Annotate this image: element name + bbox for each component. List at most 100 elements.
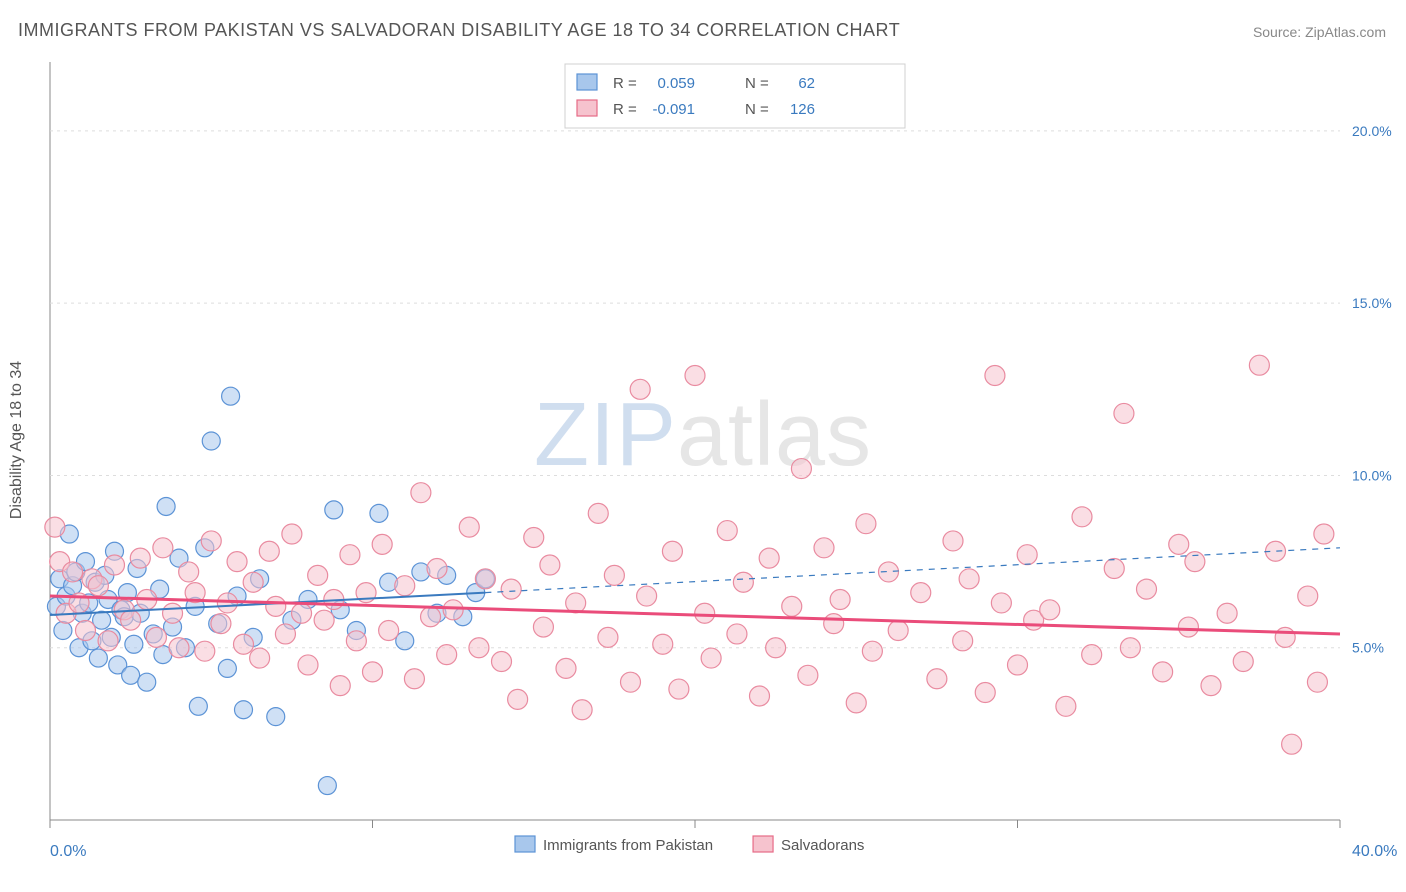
data-point [427,558,447,578]
data-point [153,538,173,558]
data-point [1153,662,1173,682]
data-point [1314,524,1334,544]
data-point [411,483,431,503]
data-point [766,638,786,658]
data-point [985,366,1005,386]
chart-container: IMMIGRANTS FROM PAKISTAN VS SALVADORAN D… [0,0,1406,892]
data-point [501,579,521,599]
data-point [953,631,973,651]
legend-swatch [515,836,535,852]
data-point [1008,655,1028,675]
data-point [421,607,441,627]
data-point [363,662,383,682]
data-point [1137,579,1157,599]
data-point [138,673,156,691]
data-point [292,603,312,623]
data-point [888,621,908,641]
svg-text:R =: R = [613,101,637,118]
data-point [621,672,641,692]
svg-text:N =: N = [745,75,769,92]
data-point [267,708,285,726]
legend-swatch [577,74,597,90]
data-point [195,641,215,661]
data-point [1082,645,1102,665]
data-point [927,669,947,689]
data-point [163,603,183,623]
data-point [298,655,318,675]
data-point [911,583,931,603]
data-point [275,624,295,644]
data-point [469,638,489,658]
data-point [395,576,415,596]
data-point [63,562,83,582]
svg-text:5.0%: 5.0% [1352,640,1384,656]
data-point [533,617,553,637]
data-point [1120,638,1140,658]
svg-text:-0.091: -0.091 [652,101,695,118]
data-point [556,658,576,678]
data-point [695,603,715,623]
data-point [1201,676,1221,696]
svg-text:0.059: 0.059 [657,75,695,92]
data-point [846,693,866,713]
data-point [234,634,254,654]
data-point [202,432,220,450]
data-point [179,562,199,582]
data-point [991,593,1011,613]
data-point [717,521,737,541]
data-point [598,627,618,647]
data-point [1298,586,1318,606]
data-point [508,689,528,709]
data-point [235,701,253,719]
data-point [146,627,166,647]
data-point [89,649,107,667]
data-point [443,600,463,620]
data-point [492,652,512,672]
data-point [282,524,302,544]
svg-text:40.0%: 40.0% [1352,843,1397,860]
data-point [701,648,721,668]
data-point [259,541,279,561]
svg-text:0.0%: 0.0% [50,843,86,860]
data-point [93,611,111,629]
svg-text:N =: N = [745,101,769,118]
legend-swatch [753,836,773,852]
data-point [88,576,108,596]
data-point [54,622,72,640]
data-point [1114,403,1134,423]
data-point [308,565,328,585]
data-point [330,676,350,696]
data-point [1017,545,1037,565]
data-point [98,631,118,651]
data-point [798,665,818,685]
data-point [1104,558,1124,578]
data-point [227,552,247,572]
data-point [540,555,560,575]
data-point [733,572,753,592]
scatter-chart: 5.0%10.0%15.0%20.0%0.0%40.0%R =0.059N =6… [0,0,1406,892]
data-point [943,531,963,551]
data-point [862,641,882,661]
data-point [379,621,399,641]
data-point [169,638,189,658]
data-point [814,538,834,558]
data-point [604,565,624,585]
svg-text:15.0%: 15.0% [1352,295,1392,311]
data-point [372,534,392,554]
data-point [588,503,608,523]
data-point [1249,355,1269,375]
data-point [727,624,747,644]
data-point [396,632,414,650]
data-point [1040,600,1060,620]
data-point [222,387,240,405]
data-point [572,700,592,720]
data-point [314,610,334,630]
data-point [437,645,457,665]
data-point [1169,534,1189,554]
data-point [856,514,876,534]
data-point [121,610,141,630]
data-point [201,531,221,551]
data-point [653,634,673,654]
data-point [1185,552,1205,572]
data-point [318,777,336,795]
